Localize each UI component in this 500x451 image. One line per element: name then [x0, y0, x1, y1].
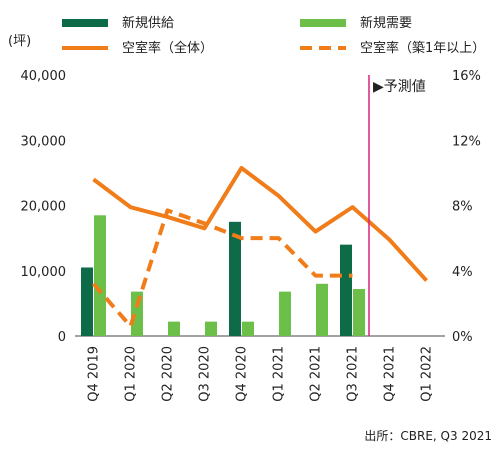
y-left-tick: 10,000: [21, 265, 67, 280]
x-axis-tick: Q1 2022: [420, 346, 435, 402]
y-left-ticks: 0 10,000 20,000 30,000 40,000: [21, 69, 67, 345]
x-axis-tick: Q3 2021: [346, 346, 361, 402]
bar-new-demand: [353, 289, 365, 336]
bar-marks: [81, 215, 365, 336]
y-left-unit: (坪): [8, 34, 31, 49]
y-left-tick: 40,000: [21, 69, 67, 84]
x-axis-tick: Q1 2021: [272, 346, 287, 402]
line-vacancy-1yr: [91, 208, 353, 329]
y-right-ticks: 0% 4% 8% 12% 16%: [452, 69, 481, 345]
y-left-tick: 0: [58, 330, 66, 345]
y-right-tick: 12%: [452, 134, 481, 149]
bar-new-demand: [205, 321, 217, 336]
bar-new-demand: [94, 215, 106, 336]
bar-new-demand: [279, 291, 291, 336]
bar-new-demand: [316, 283, 328, 336]
x-axis-ticks: Q4 2019 Q1 2020 Q2 2020 Q3 2020 Q4 2020 Q1 20…: [87, 346, 435, 402]
bar-new-supply: [81, 267, 93, 336]
bar-new-supply: [340, 244, 352, 336]
legend-label-new-supply: 新規供給: [122, 15, 174, 31]
y-right-tick: 8%: [452, 200, 473, 215]
legend: 新規供給 新規需要 空室率（全体） 空室率（築1年以上）: [62, 15, 485, 56]
bar-new-demand: [242, 321, 254, 336]
y-right-tick: 4%: [452, 265, 473, 280]
x-axis-tick: Q4 2021: [383, 346, 398, 402]
x-axis-tick: Q1 2020: [124, 346, 139, 402]
legend-swatch-new-demand: [300, 19, 346, 27]
forecast-label: ▶予測値: [373, 79, 426, 95]
legend-swatch-new-supply: [62, 19, 108, 27]
y-left-tick: 20,000: [21, 200, 67, 215]
x-axis-tick: Q2 2021: [309, 346, 324, 402]
source-note: 出所：CBRE, Q3 2021: [364, 429, 492, 443]
y-right-tick: 0%: [452, 330, 473, 345]
legend-label-vacancy-all: 空室率（全体）: [122, 40, 213, 56]
line-marks: [91, 165, 428, 329]
x-axis-tick: Q4 2019: [87, 346, 102, 402]
y-right-tick: 16%: [452, 69, 481, 84]
bar-new-supply: [229, 221, 241, 336]
x-axis-tick: Q3 2020: [198, 346, 213, 402]
x-axis-tick: Q4 2020: [235, 346, 250, 402]
bar-new-demand: [168, 321, 180, 336]
legend-label-vacancy-1yr: 空室率（築1年以上）: [360, 40, 485, 56]
x-axis-tick: Q2 2020: [161, 346, 176, 402]
y-left-tick: 30,000: [21, 134, 67, 149]
legend-label-new-demand: 新規需要: [360, 15, 412, 31]
line-vacancy-all: [92, 165, 428, 282]
